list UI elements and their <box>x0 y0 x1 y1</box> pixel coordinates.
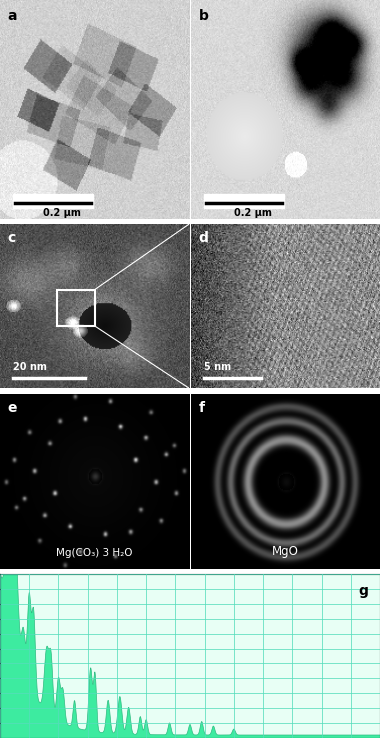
Text: d: d <box>198 231 208 245</box>
Text: MgO: MgO <box>272 545 299 558</box>
Text: a: a <box>8 9 17 23</box>
Text: c: c <box>8 231 16 245</box>
Text: Mg(CO₃) 3 H₂O: Mg(CO₃) 3 H₂O <box>56 548 133 558</box>
Text: 5 nm: 5 nm <box>204 362 231 372</box>
Bar <box>204 193 283 208</box>
Text: 0.2 μm: 0.2 μm <box>234 208 272 218</box>
Bar <box>57 290 95 326</box>
Text: f: f <box>198 401 204 415</box>
Text: 0.2 μm: 0.2 μm <box>43 208 81 218</box>
Text: 20 nm: 20 nm <box>13 362 47 372</box>
Bar <box>13 193 93 208</box>
Text: b: b <box>198 9 208 23</box>
Text: e: e <box>8 401 17 415</box>
Text: g: g <box>359 584 369 598</box>
